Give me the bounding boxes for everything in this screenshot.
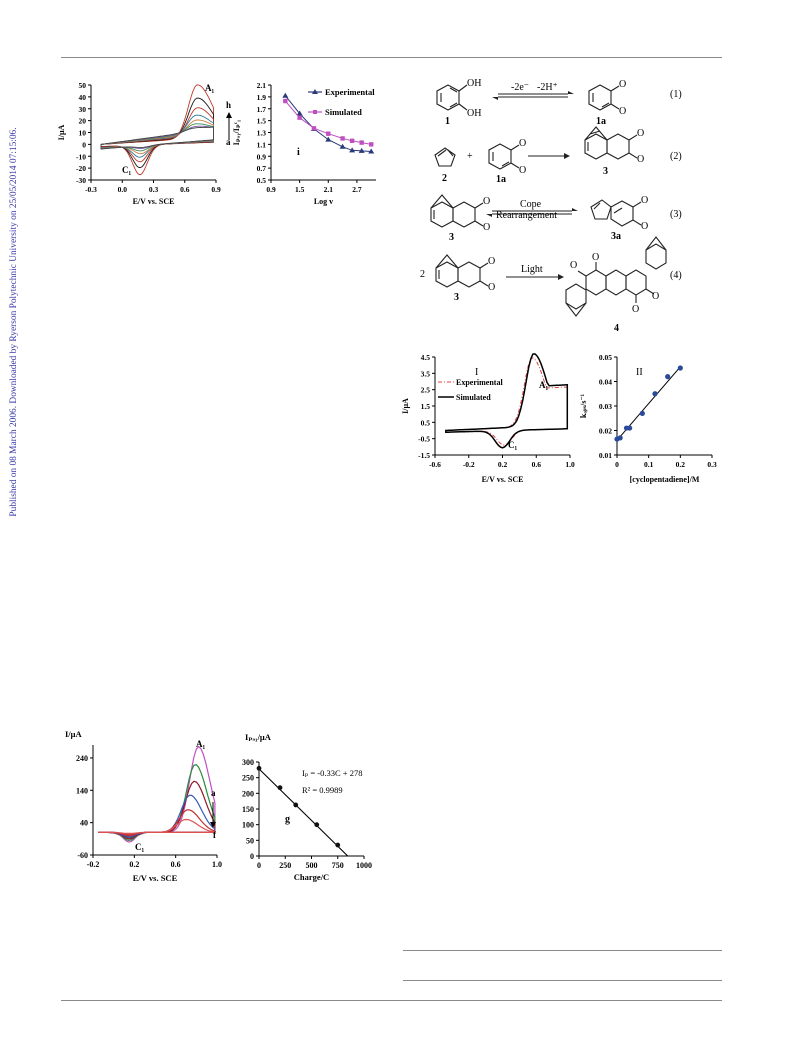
o-label-3b-bottom: O xyxy=(483,222,490,233)
o-label-3a-bottom: O xyxy=(641,221,648,232)
arrow-1-text-b: -2H⁺ xyxy=(537,82,558,93)
o-label-dimer-2: O xyxy=(592,252,599,263)
compound-label-1: 1 xyxy=(445,116,450,127)
arrow-3-text-b: Rearrangement xyxy=(496,210,557,221)
o-label-2-top: O xyxy=(519,138,526,149)
adduct-3-structure-3 xyxy=(435,254,489,288)
header-rule xyxy=(61,57,722,58)
o-label-dimer-1: O xyxy=(570,260,577,271)
compound-label-3a: 3a xyxy=(611,231,621,242)
o-quinone-1a-structure-2 xyxy=(488,143,520,170)
compound-label-2: 2 xyxy=(442,173,447,184)
o-label-3b-top: O xyxy=(483,196,490,207)
o-quinone-1a-structure xyxy=(588,84,620,111)
o-label-dimer-4: O xyxy=(632,304,639,315)
o-label-3-bottom: O xyxy=(637,154,644,165)
arrow-4-text: Light xyxy=(521,264,543,275)
o-label-4a-bottom: O xyxy=(488,282,495,293)
coefficient-2: 2 xyxy=(420,269,425,280)
footer-rule-2 xyxy=(403,980,722,981)
catechol-structure xyxy=(436,84,468,111)
page-bottom-rule xyxy=(61,1000,722,1001)
compound-label-3-b: 3 xyxy=(449,232,454,243)
equation-number-1: (1) xyxy=(670,89,682,100)
compound-label-4: 4 xyxy=(614,323,619,334)
oh-label-top: OH xyxy=(467,78,481,89)
footer-rule-1 xyxy=(403,950,722,951)
equation-number-2: (2) xyxy=(670,151,682,162)
oh-label-bottom: OH xyxy=(467,108,481,119)
cyclopentadiene-structure xyxy=(434,147,456,167)
equation-number-4: (4) xyxy=(670,270,682,281)
o-label-3a-top: O xyxy=(641,195,648,206)
o-label-1a-bottom: O xyxy=(619,106,626,117)
photodimer-4-structure xyxy=(565,236,667,317)
o-label-4a-top: O xyxy=(488,256,495,267)
arrow-3-text-a: Cope xyxy=(520,199,542,210)
o-label-2-bottom: O xyxy=(519,165,526,176)
compound-label-1a-2: 1a xyxy=(496,174,506,185)
adduct-3-structure xyxy=(584,126,638,160)
compound-label-3: 3 xyxy=(603,166,608,177)
o-label-dimer-3: O xyxy=(652,291,659,302)
rearranged-3a-structure xyxy=(590,199,642,227)
plus-sign: + xyxy=(467,151,473,162)
o-label-1a-top: O xyxy=(619,79,626,90)
equation-number-3: (3) xyxy=(670,209,682,220)
arrow-1-text-a: -2e⁻ xyxy=(511,82,529,93)
o-label-3-top: O xyxy=(637,128,644,139)
adduct-3-structure-2 xyxy=(430,194,484,228)
compound-label-3-c: 3 xyxy=(454,292,459,303)
compound-label-1a: 1a xyxy=(596,116,606,127)
